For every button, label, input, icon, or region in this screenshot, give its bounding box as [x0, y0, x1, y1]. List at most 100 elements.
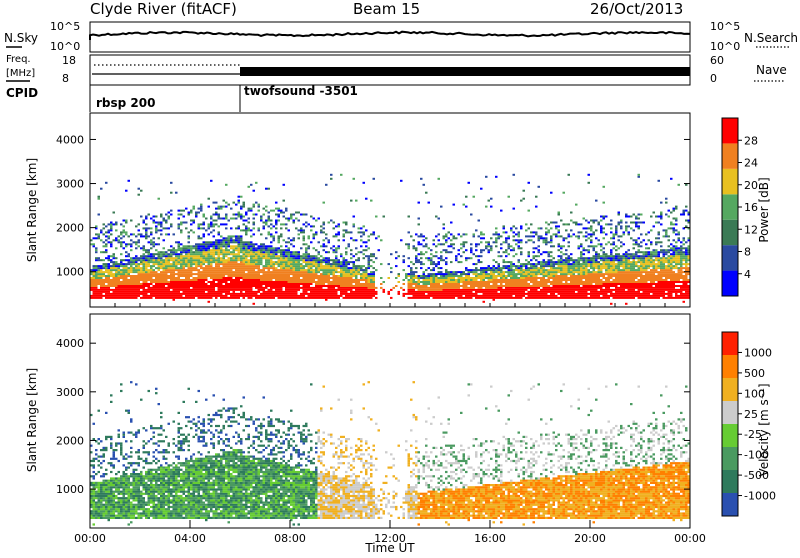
power-cell	[333, 261, 336, 263]
power-cell	[435, 255, 438, 257]
power-cell	[560, 251, 563, 253]
power-cell	[270, 285, 273, 287]
power-cell	[235, 295, 238, 297]
power-cell	[310, 261, 313, 263]
power-cell	[575, 223, 578, 225]
power-cell	[108, 277, 111, 279]
power-cell	[558, 229, 561, 231]
power-cell	[555, 275, 558, 277]
power-cell	[303, 259, 306, 261]
power-cell	[253, 243, 256, 245]
power-cell	[103, 279, 106, 281]
power-cell	[338, 277, 341, 279]
power-cell	[93, 277, 96, 279]
power-cell	[273, 271, 276, 273]
power-cell	[108, 283, 111, 285]
power-cell	[125, 289, 128, 291]
power-cell	[268, 275, 271, 277]
power-cell	[348, 273, 351, 275]
power-cell	[98, 297, 101, 299]
power-cell	[215, 271, 218, 273]
power-cell	[588, 251, 591, 253]
power-cell	[133, 277, 136, 279]
power-cell	[155, 289, 158, 291]
power-cell	[225, 269, 228, 271]
power-cell	[203, 216, 206, 218]
power-cell	[123, 220, 126, 222]
power-cell	[203, 247, 206, 249]
power-cell	[458, 249, 461, 251]
power-cell	[470, 257, 473, 259]
power-cell	[433, 279, 436, 281]
power-cell	[328, 293, 331, 295]
power-cell	[503, 267, 506, 269]
power-cell	[228, 261, 231, 263]
power-cell	[205, 269, 208, 271]
power-cell	[218, 216, 221, 218]
power-cell	[213, 249, 216, 251]
power-cell	[300, 259, 303, 261]
power-cell	[325, 291, 328, 293]
power-cell	[128, 243, 131, 245]
power-cell	[560, 257, 563, 259]
power-cell	[210, 231, 213, 233]
power-cell	[130, 271, 133, 273]
power-cell	[245, 265, 248, 267]
power-cell	[225, 279, 228, 281]
power-cell	[540, 285, 543, 287]
power-cell	[160, 297, 163, 299]
power-cell	[355, 287, 358, 289]
power-cell	[368, 263, 371, 265]
power-cell	[350, 295, 353, 297]
power-cell	[195, 216, 198, 218]
power-cell	[208, 297, 211, 299]
power-cell	[143, 245, 146, 247]
power-cell	[188, 293, 191, 295]
power-cell	[598, 265, 601, 267]
power-cell	[255, 243, 258, 245]
power-cell	[215, 251, 218, 253]
power-cell	[240, 255, 243, 257]
power-cell	[435, 283, 438, 285]
power-cell	[550, 227, 553, 229]
power-cell	[258, 229, 261, 231]
power-cell	[150, 218, 153, 220]
power-cell	[578, 257, 581, 259]
power-cell	[500, 210, 503, 212]
power-cell	[513, 263, 516, 265]
power-cell	[173, 233, 176, 235]
power-cell	[565, 229, 568, 231]
power-cell	[93, 243, 96, 245]
power-cell	[590, 281, 593, 283]
power-cell	[595, 295, 598, 297]
power-cell	[565, 287, 568, 289]
power-cell	[260, 295, 263, 297]
power-cell	[310, 271, 313, 273]
power-cell	[158, 295, 161, 297]
power-cell	[300, 271, 303, 273]
power-cell	[288, 281, 291, 283]
power-cell	[228, 279, 231, 281]
power-cell	[108, 295, 111, 297]
power-cell	[308, 275, 311, 277]
power-cell	[305, 287, 308, 289]
power-cell	[183, 293, 186, 295]
power-cell	[488, 265, 491, 267]
power-cell	[438, 218, 441, 220]
power-cell	[150, 253, 153, 255]
power-cell	[265, 291, 268, 293]
power-cell	[265, 222, 268, 224]
power-cell	[508, 271, 511, 273]
power-cell	[373, 273, 376, 275]
power-cell	[325, 295, 328, 297]
power-cell	[273, 273, 276, 275]
power-cell	[240, 239, 243, 241]
power-cell	[218, 239, 221, 241]
power-cell	[603, 295, 606, 297]
power-cell	[160, 267, 163, 269]
power-cell	[230, 281, 233, 283]
power-cell	[118, 289, 121, 291]
power-cell	[200, 206, 203, 208]
power-cell	[455, 289, 458, 291]
